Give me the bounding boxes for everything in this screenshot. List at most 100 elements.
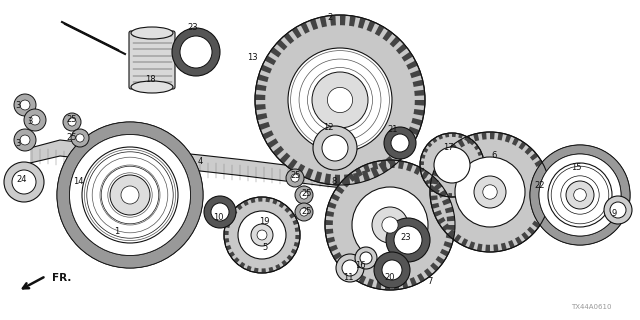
Polygon shape [442,223,450,231]
Polygon shape [269,267,274,272]
Polygon shape [372,161,378,170]
Polygon shape [458,134,463,139]
Circle shape [20,100,30,110]
Circle shape [295,186,313,204]
Polygon shape [428,176,436,185]
Polygon shape [541,175,548,181]
Polygon shape [292,220,298,225]
Polygon shape [358,275,366,284]
FancyBboxPatch shape [129,31,175,89]
Text: 3: 3 [28,117,33,126]
Polygon shape [250,198,255,203]
Polygon shape [447,216,455,221]
Text: 20: 20 [385,274,396,283]
Polygon shape [447,229,456,237]
Circle shape [71,129,89,147]
Polygon shape [237,204,243,210]
Polygon shape [431,203,439,209]
Polygon shape [430,196,438,201]
Polygon shape [433,171,441,177]
Circle shape [382,260,402,280]
Text: 14: 14 [73,178,83,187]
Polygon shape [515,236,522,245]
Circle shape [355,247,377,269]
Text: 11: 11 [343,274,353,283]
Text: 4: 4 [197,157,203,166]
Polygon shape [231,209,237,215]
Polygon shape [273,199,278,204]
Circle shape [610,202,626,218]
Polygon shape [225,223,230,228]
Circle shape [455,157,525,227]
Polygon shape [325,229,333,234]
Polygon shape [255,84,266,91]
Polygon shape [534,160,543,167]
Text: TX44A0610: TX44A0610 [572,304,612,310]
Polygon shape [381,160,387,168]
Polygon shape [280,153,291,164]
Polygon shape [396,44,407,54]
Polygon shape [284,33,294,44]
Polygon shape [301,22,310,34]
Polygon shape [294,227,300,232]
Polygon shape [401,52,413,62]
Polygon shape [319,16,327,28]
Polygon shape [362,170,370,181]
Text: 10: 10 [212,213,223,222]
Polygon shape [256,113,268,120]
Circle shape [483,185,497,199]
Polygon shape [234,257,239,263]
Polygon shape [385,282,390,290]
Polygon shape [394,282,399,290]
Circle shape [14,94,36,116]
Polygon shape [276,40,287,50]
Polygon shape [324,173,331,184]
Polygon shape [275,264,281,270]
Polygon shape [229,252,235,257]
Circle shape [322,135,348,161]
Polygon shape [477,151,483,156]
Circle shape [430,132,550,252]
Circle shape [12,170,36,194]
Polygon shape [423,148,428,153]
Polygon shape [430,187,437,192]
Polygon shape [425,180,430,185]
Polygon shape [415,100,425,106]
Text: 13: 13 [246,53,257,62]
Polygon shape [440,156,448,164]
Polygon shape [420,161,424,165]
Polygon shape [424,268,433,277]
Polygon shape [541,199,549,205]
Circle shape [238,211,286,259]
Polygon shape [284,207,291,213]
Polygon shape [253,268,259,273]
Polygon shape [226,245,232,251]
Polygon shape [480,165,484,169]
Polygon shape [367,20,375,32]
Text: 25: 25 [67,132,77,141]
Polygon shape [355,168,363,177]
Polygon shape [246,265,252,271]
Polygon shape [340,15,346,25]
Text: FR.: FR. [52,273,72,283]
Polygon shape [267,138,278,148]
Polygon shape [333,252,342,260]
Polygon shape [273,146,284,156]
Circle shape [394,226,422,254]
Text: 24: 24 [17,175,28,185]
Polygon shape [421,154,426,159]
Circle shape [291,174,299,182]
Circle shape [360,252,372,264]
Polygon shape [421,170,429,180]
Polygon shape [508,240,515,248]
Circle shape [539,154,621,236]
Polygon shape [294,242,299,247]
Circle shape [211,203,229,221]
Polygon shape [328,202,337,209]
Polygon shape [224,238,229,243]
Polygon shape [434,210,442,217]
Polygon shape [348,173,356,182]
Polygon shape [530,153,538,161]
Text: 6: 6 [492,150,497,159]
Polygon shape [270,47,282,58]
